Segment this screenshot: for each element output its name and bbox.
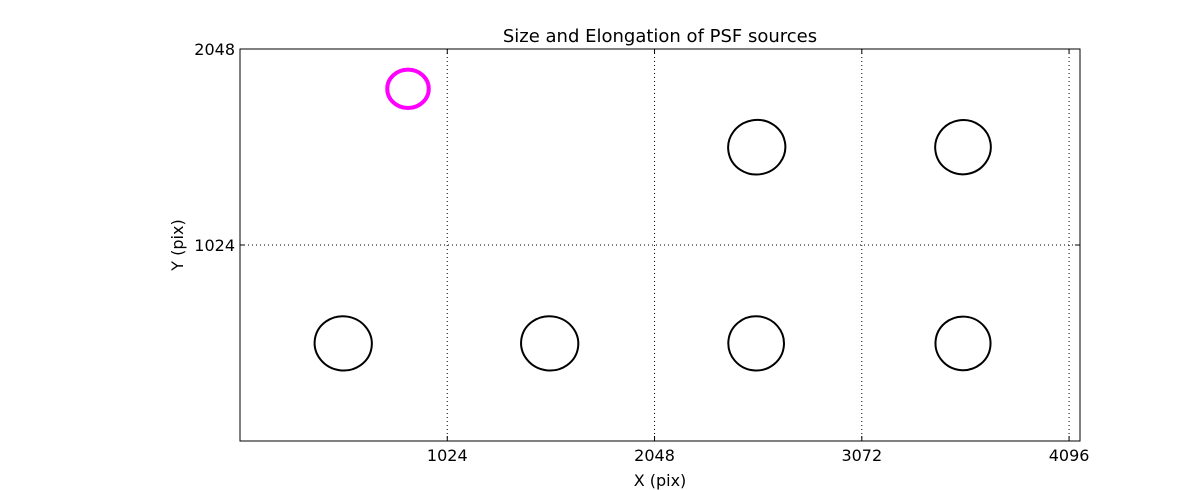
psf-source [727, 315, 785, 372]
x-tick-label: 1024 [427, 446, 468, 465]
y-axis-label: Y (pix) [168, 219, 187, 271]
psf-source [520, 315, 580, 372]
y-tick-label: 2048 [194, 40, 235, 59]
x-axis-label: X (pix) [634, 471, 687, 490]
sources [313, 67, 992, 372]
ticks: 1024 2048 3072 4096 1024 2048 [194, 40, 1089, 465]
psf-source [934, 315, 992, 372]
y-tick-label: 1024 [194, 236, 235, 255]
x-tick-label: 2048 [634, 446, 675, 465]
psf-source-highlight [385, 67, 431, 110]
x-tick-label: 3072 [841, 446, 882, 465]
psf-source [727, 118, 787, 176]
psf-source [934, 119, 992, 176]
chart-title: Size and Elongation of PSF sources [503, 26, 817, 47]
x-tick-label: 4096 [1049, 446, 1090, 465]
psf-source [313, 315, 373, 372]
grid [240, 49, 1080, 441]
